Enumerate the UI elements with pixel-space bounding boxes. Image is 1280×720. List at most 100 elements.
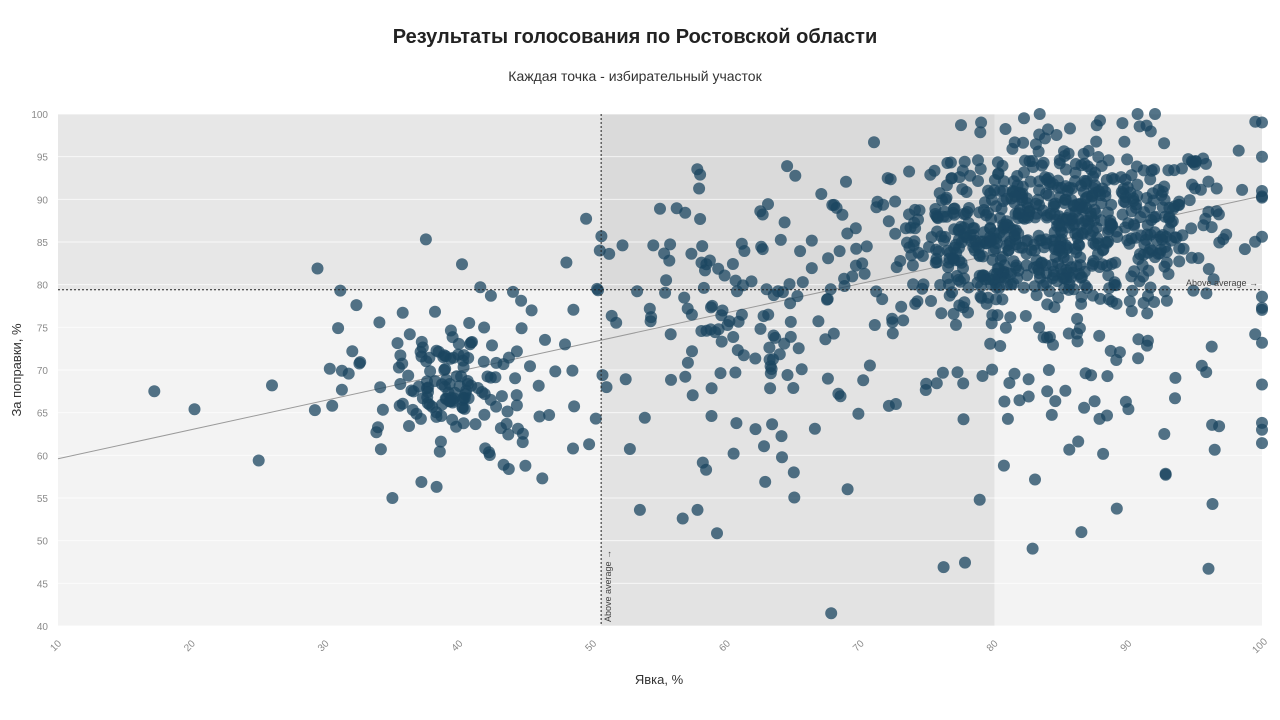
data-point bbox=[973, 493, 986, 506]
data-point bbox=[948, 202, 961, 215]
x-tick-label: 20 bbox=[182, 638, 198, 654]
y-tick-label: 75 bbox=[37, 323, 49, 334]
data-point bbox=[1060, 273, 1073, 285]
data-point bbox=[1087, 254, 1100, 267]
data-point bbox=[957, 221, 970, 234]
data-point bbox=[962, 281, 975, 294]
data-point bbox=[681, 356, 694, 369]
data-point bbox=[766, 418, 779, 431]
data-point bbox=[937, 561, 950, 574]
data-point bbox=[951, 366, 964, 379]
data-point bbox=[1256, 230, 1268, 243]
data-point bbox=[1101, 370, 1114, 383]
data-point bbox=[889, 398, 902, 410]
y-tick-label: 80 bbox=[37, 281, 49, 292]
data-point bbox=[858, 267, 871, 280]
data-point bbox=[1096, 182, 1109, 195]
data-point bbox=[1158, 428, 1171, 440]
data-point bbox=[1081, 160, 1094, 173]
data-point bbox=[1142, 264, 1155, 277]
data-point bbox=[490, 356, 503, 369]
data-point bbox=[794, 245, 807, 258]
average-y-label: Above average → bbox=[1186, 278, 1258, 288]
data-point bbox=[960, 186, 973, 198]
data-point bbox=[830, 201, 843, 214]
data-point bbox=[1149, 108, 1161, 120]
data-point bbox=[414, 412, 427, 425]
data-point bbox=[1162, 268, 1175, 280]
data-point bbox=[767, 353, 779, 366]
data-point bbox=[825, 607, 838, 620]
data-point bbox=[1256, 150, 1268, 163]
data-point bbox=[881, 172, 894, 185]
data-point bbox=[415, 335, 428, 348]
data-point bbox=[980, 209, 993, 222]
y-tick-label: 70 bbox=[37, 366, 49, 377]
data-point bbox=[1256, 290, 1268, 303]
data-point bbox=[1069, 158, 1082, 170]
data-point bbox=[1062, 283, 1075, 296]
data-point bbox=[1109, 256, 1122, 269]
data-point bbox=[679, 206, 692, 219]
data-point bbox=[1086, 289, 1099, 302]
data-point bbox=[991, 156, 1004, 169]
data-point bbox=[510, 399, 523, 412]
data-point bbox=[439, 362, 452, 375]
data-point bbox=[484, 371, 497, 384]
data-point bbox=[694, 213, 707, 225]
data-point bbox=[1148, 211, 1161, 224]
data-point bbox=[1256, 336, 1268, 349]
data-point bbox=[787, 466, 800, 479]
data-point bbox=[868, 136, 880, 149]
y-axis-title: За поправки, % bbox=[9, 323, 24, 417]
chart-subtitle: Каждая точка - избирательный участок bbox=[508, 68, 762, 84]
data-point bbox=[886, 327, 899, 340]
data-point bbox=[821, 372, 834, 385]
data-point bbox=[1071, 227, 1084, 240]
data-point bbox=[948, 254, 961, 267]
data-point bbox=[985, 278, 998, 291]
data-point bbox=[984, 234, 997, 247]
data-point bbox=[1137, 296, 1150, 309]
data-point bbox=[370, 426, 383, 439]
data-point bbox=[1132, 333, 1145, 346]
data-point bbox=[664, 238, 677, 251]
data-point bbox=[787, 382, 800, 394]
data-point bbox=[516, 436, 529, 449]
data-point bbox=[1058, 197, 1071, 209]
data-point bbox=[596, 369, 609, 382]
data-point bbox=[999, 123, 1012, 135]
data-point bbox=[591, 282, 604, 295]
data-point bbox=[1013, 207, 1025, 219]
data-point bbox=[500, 417, 513, 430]
data-point bbox=[976, 370, 989, 382]
data-point bbox=[1118, 135, 1131, 148]
data-point bbox=[948, 241, 961, 254]
data-point bbox=[1123, 295, 1136, 308]
data-point bbox=[1132, 352, 1145, 365]
data-point bbox=[507, 285, 519, 298]
data-point bbox=[783, 278, 796, 291]
data-point bbox=[1040, 187, 1053, 200]
data-point bbox=[1202, 562, 1215, 575]
data-point bbox=[350, 299, 363, 312]
data-point bbox=[335, 364, 348, 377]
data-point bbox=[764, 382, 777, 395]
data-point bbox=[711, 527, 723, 540]
data-point bbox=[1127, 192, 1140, 205]
data-point bbox=[1078, 401, 1091, 414]
data-point bbox=[819, 333, 832, 346]
data-point bbox=[686, 345, 698, 358]
data-point bbox=[890, 261, 903, 274]
data-point bbox=[469, 418, 482, 431]
data-point bbox=[616, 239, 629, 252]
data-point bbox=[1090, 135, 1103, 148]
data-point bbox=[633, 503, 646, 516]
data-point bbox=[1022, 390, 1035, 403]
data-point bbox=[906, 259, 919, 272]
data-point bbox=[1249, 115, 1262, 128]
data-point bbox=[901, 236, 913, 249]
data-point bbox=[972, 175, 984, 187]
data-point bbox=[1131, 108, 1144, 120]
data-point bbox=[984, 222, 997, 235]
